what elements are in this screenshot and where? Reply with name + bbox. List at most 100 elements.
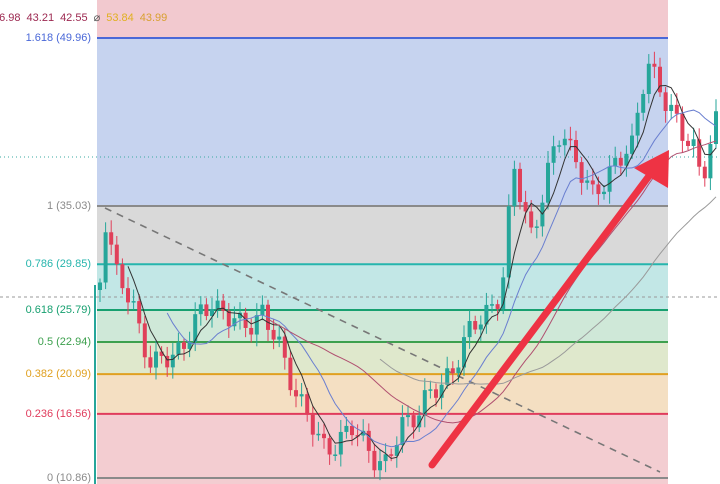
candle-body <box>529 211 534 228</box>
arrow-head <box>634 150 669 188</box>
header-value: ⌀ <box>94 12 101 24</box>
candle-body <box>338 431 343 455</box>
candle-body <box>226 310 231 327</box>
candle-body <box>154 351 158 368</box>
candle-body <box>495 304 500 309</box>
candle-body <box>450 368 455 374</box>
top-zone <box>97 0 668 40</box>
candle-body <box>568 138 573 141</box>
arrow <box>428 150 669 469</box>
candle-body <box>98 282 102 290</box>
candle-body <box>299 394 304 397</box>
candle-body <box>126 288 130 303</box>
candle-body <box>562 138 567 146</box>
candle-body <box>277 336 282 340</box>
header-value: 42.55 <box>60 12 88 24</box>
candle-body <box>630 135 634 154</box>
candle-body <box>557 145 562 147</box>
candle-body <box>635 112 640 136</box>
candle-body <box>131 301 136 303</box>
fib-zone <box>97 342 668 375</box>
candle-body <box>215 300 220 310</box>
header-value: 43.21 <box>27 12 55 24</box>
candle-body <box>182 342 186 349</box>
candle-body <box>490 304 494 306</box>
candle-body <box>697 139 702 167</box>
candle-body <box>389 454 394 456</box>
header-value: 36.98 <box>0 12 21 24</box>
candle-body <box>316 433 321 436</box>
candle-body <box>456 367 461 374</box>
arrow-shaft <box>428 168 656 469</box>
fib-label: 0.618 (25.79) <box>26 304 91 316</box>
candle-body <box>652 63 657 67</box>
candle-body <box>607 166 612 192</box>
candle-body <box>327 438 332 455</box>
fib-zone <box>97 38 668 207</box>
candle-body <box>210 309 214 317</box>
candle-body <box>702 166 707 179</box>
candle-body <box>187 341 192 349</box>
candle-body <box>137 301 142 324</box>
candle-body <box>691 139 696 146</box>
candle-body <box>254 315 259 335</box>
candle-body <box>344 425 349 432</box>
candle-body <box>310 414 315 435</box>
candle-body <box>120 264 125 289</box>
candle-body <box>148 357 153 368</box>
candle-body <box>658 66 662 93</box>
fib-label: 0.5 (22.94) <box>38 336 91 348</box>
candle-body <box>366 430 371 451</box>
candle-body <box>355 435 360 437</box>
candle-body <box>523 202 528 212</box>
candle-body <box>400 417 405 446</box>
fib-label: 0.786 (29.85) <box>26 258 91 270</box>
candle-body <box>579 162 584 183</box>
candle-body <box>333 454 338 456</box>
candle-body <box>159 351 164 356</box>
candle-body <box>406 415 410 418</box>
candle-body <box>501 277 506 309</box>
candle-body <box>708 144 713 179</box>
fib-zone <box>97 206 668 265</box>
candle-body <box>142 323 147 358</box>
candle-body <box>350 425 354 436</box>
candle-body <box>518 168 522 203</box>
candle-body <box>176 342 181 355</box>
candle-body <box>198 304 203 315</box>
candle-body <box>445 368 450 385</box>
candle-body <box>109 232 114 245</box>
fib-zone <box>97 478 668 484</box>
candle-body <box>422 390 427 416</box>
candle-body <box>271 329 276 340</box>
moving-average <box>379 196 717 385</box>
header-value: 53.84 <box>106 12 134 24</box>
candle-body <box>439 384 444 398</box>
candle-body <box>103 232 108 283</box>
fib-label: 0.382 (20.09) <box>26 368 91 380</box>
candle-body <box>534 226 539 228</box>
candle-body <box>574 140 578 163</box>
candle-body <box>646 63 651 94</box>
candle-body <box>680 113 685 141</box>
candle-body <box>204 304 209 317</box>
candle-body <box>613 157 618 167</box>
candle-body <box>478 324 483 330</box>
candle-body <box>484 304 489 325</box>
candle-body <box>238 312 242 319</box>
candle-body <box>506 206 511 278</box>
fib-zone <box>97 264 668 310</box>
candle-body <box>282 336 287 358</box>
candle-body <box>394 445 399 456</box>
header-value: 43.99 <box>140 12 168 24</box>
candle-body <box>260 304 265 316</box>
candle-body <box>663 92 668 111</box>
candle-body <box>294 390 298 397</box>
candle-body <box>434 389 438 398</box>
candle-body <box>305 394 310 415</box>
candle-body <box>551 146 556 163</box>
candle-body <box>590 180 595 185</box>
candle-body <box>288 357 293 391</box>
candle-body <box>232 318 237 327</box>
moving-average <box>127 85 717 460</box>
